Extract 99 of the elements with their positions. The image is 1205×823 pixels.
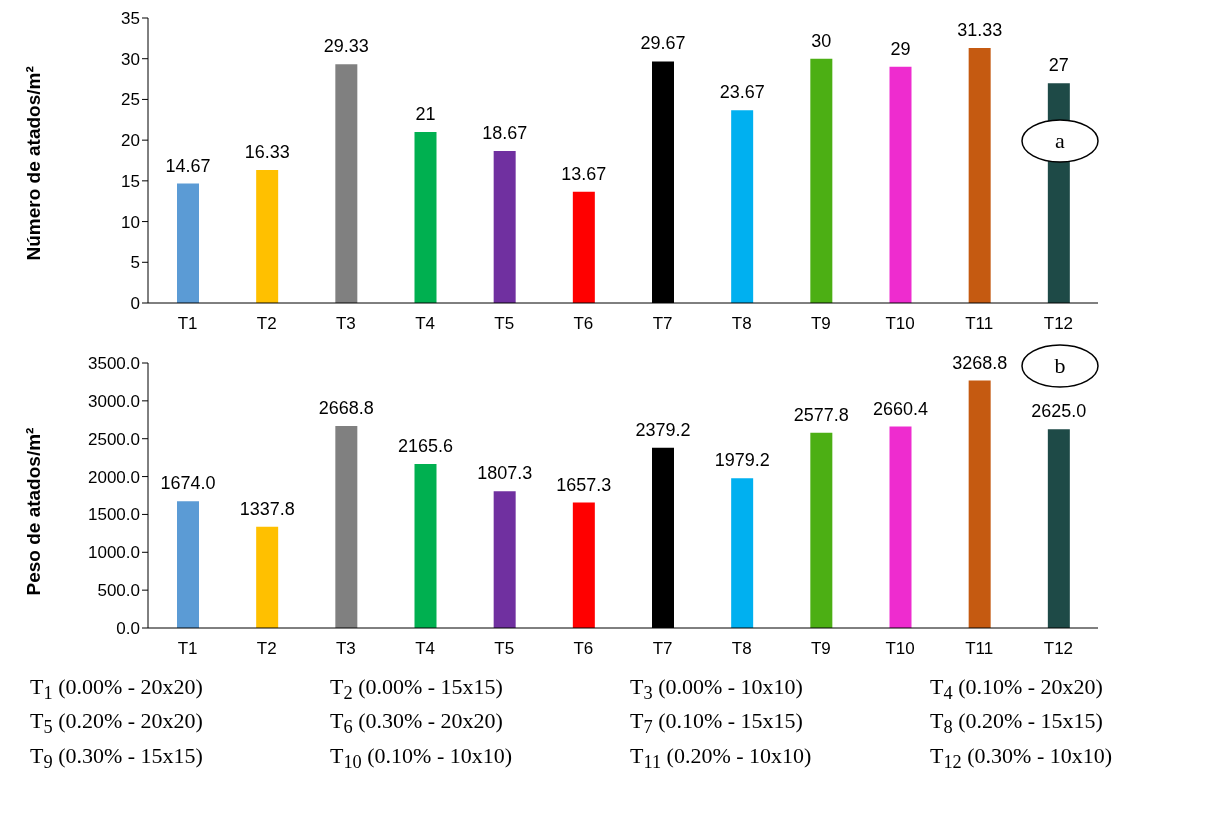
y-tick-label: 0 bbox=[130, 294, 140, 314]
bar bbox=[493, 150, 516, 303]
text: T$_{12}$ (0.30% - 10x10) bbox=[930, 742, 1114, 774]
bar bbox=[335, 64, 358, 303]
text: T$_{9}$ (0.30% - 15x15) bbox=[30, 742, 204, 774]
x-tick-label: T1 bbox=[177, 639, 198, 659]
data-label: 14.67 bbox=[165, 155, 211, 176]
y-tick-label: 20 bbox=[121, 131, 140, 151]
data-label: 23.67 bbox=[719, 82, 765, 103]
bar bbox=[414, 132, 437, 303]
y-tick-label: 35 bbox=[121, 9, 140, 29]
data-label: 29 bbox=[890, 38, 911, 59]
bar bbox=[968, 380, 991, 628]
data-label: 1807.3 bbox=[477, 463, 533, 484]
y-axis-title: Número de atados/m² bbox=[22, 66, 44, 261]
bar bbox=[572, 191, 595, 303]
bar bbox=[177, 183, 199, 303]
bar bbox=[731, 478, 754, 628]
bar bbox=[731, 110, 754, 303]
text: T$_{3}$ (0.00% - 10x10) bbox=[630, 674, 804, 705]
bar bbox=[889, 426, 912, 628]
x-tick-label: T8 bbox=[731, 314, 752, 334]
y-tick-label: 5 bbox=[130, 253, 140, 273]
text: T$_{5}$ (0.20% - 20x20) bbox=[30, 708, 204, 739]
y-tick-label: 3500.0 bbox=[88, 354, 140, 374]
data-label: 13.67 bbox=[561, 163, 607, 184]
x-tick-label: T5 bbox=[494, 314, 515, 334]
data-label: 3268.8 bbox=[952, 352, 1008, 373]
bar bbox=[177, 501, 199, 628]
x-tick-label: T7 bbox=[652, 639, 673, 659]
x-tick-label: T3 bbox=[335, 639, 356, 659]
bar bbox=[889, 66, 912, 303]
text: T$_{10}$ (0.10% - 10x10) bbox=[330, 742, 514, 774]
y-tick-label: 10 bbox=[121, 212, 140, 232]
x-tick-label: T3 bbox=[335, 314, 356, 334]
bar bbox=[256, 526, 279, 628]
y-tick-label: 500.0 bbox=[97, 581, 140, 601]
data-label: 2625.0 bbox=[1031, 401, 1087, 422]
y-tick-label: 30 bbox=[121, 49, 140, 69]
x-tick-label: T6 bbox=[573, 314, 594, 334]
y-axis-title: Peso de atados/m² bbox=[22, 427, 44, 596]
bar bbox=[414, 464, 437, 628]
bar bbox=[493, 491, 516, 628]
x-tick-label: T11 bbox=[965, 314, 994, 334]
x-tick-label: T4 bbox=[415, 314, 436, 334]
x-tick-label: T12 bbox=[1043, 314, 1074, 334]
data-label: 30 bbox=[811, 30, 832, 51]
text: T$_{4}$ (0.10% - 20x20) bbox=[930, 674, 1104, 705]
text: T$_{1}$ (0.00% - 20x20) bbox=[30, 674, 204, 705]
x-tick-label: T7 bbox=[652, 314, 673, 334]
bar bbox=[256, 170, 279, 303]
x-tick-label: T4 bbox=[415, 639, 436, 659]
text: T$_{8}$ (0.20% - 15x15) bbox=[930, 708, 1104, 739]
data-label: 2660.4 bbox=[872, 398, 929, 419]
x-tick-label: T1 bbox=[177, 314, 198, 334]
data-label: 1674.0 bbox=[160, 473, 216, 494]
data-label: 1657.3 bbox=[556, 474, 612, 495]
y-tick-label: 2500.0 bbox=[88, 429, 140, 449]
data-label: 2165.6 bbox=[397, 436, 454, 457]
x-tick-label: T8 bbox=[731, 639, 752, 659]
x-tick-label: T6 bbox=[573, 639, 594, 659]
data-label: 31.33 bbox=[957, 19, 1003, 40]
data-label: 18.67 bbox=[482, 122, 528, 143]
y-tick-label: 25 bbox=[121, 90, 140, 110]
y-tick-label: 15 bbox=[121, 171, 140, 191]
data-label: 29.67 bbox=[640, 33, 686, 54]
x-tick-label: T2 bbox=[256, 314, 277, 334]
text: T$_{7}$ (0.10% - 15x15) bbox=[630, 708, 804, 739]
bar bbox=[968, 47, 991, 303]
x-tick-label: T9 bbox=[810, 314, 831, 334]
data-label: 1979.2 bbox=[714, 450, 770, 471]
x-tick-label: T2 bbox=[256, 639, 277, 659]
y-tick-label: 3000.0 bbox=[88, 391, 140, 411]
y-tick-label: 1500.0 bbox=[88, 505, 140, 525]
y-tick-label: 2000.0 bbox=[88, 467, 140, 487]
data-label: 1337.8 bbox=[239, 498, 295, 519]
data-label: 2379.2 bbox=[635, 419, 691, 440]
bar bbox=[810, 58, 833, 303]
data-label: 29.33 bbox=[323, 36, 369, 57]
x-tick-label: T9 bbox=[810, 639, 831, 659]
x-tick-label: T5 bbox=[494, 639, 515, 659]
bar bbox=[1047, 429, 1070, 628]
x-tick-label: T11 bbox=[965, 639, 994, 659]
data-label: 2668.8 bbox=[318, 397, 374, 418]
data-label: 2577.8 bbox=[793, 404, 849, 425]
text: T$_{2}$ (0.00% - 15x15) bbox=[330, 674, 504, 705]
text: T$_{6}$ (0.30% - 20x20) bbox=[330, 708, 504, 739]
text: T$_{11}$ (0.20% - 10x10) bbox=[630, 742, 813, 774]
x-tick-label: T10 bbox=[885, 639, 915, 659]
y-tick-label: 1000.0 bbox=[88, 543, 140, 563]
bar bbox=[572, 502, 595, 628]
x-tick-label: T12 bbox=[1043, 639, 1074, 659]
bar bbox=[335, 425, 358, 628]
data-label: 27 bbox=[1048, 55, 1069, 76]
data-label: 21 bbox=[415, 104, 436, 124]
y-tick-label: 0.0 bbox=[116, 619, 140, 639]
data-label: 16.33 bbox=[244, 142, 290, 163]
bar bbox=[810, 432, 833, 628]
x-tick-label: T10 bbox=[885, 314, 915, 334]
